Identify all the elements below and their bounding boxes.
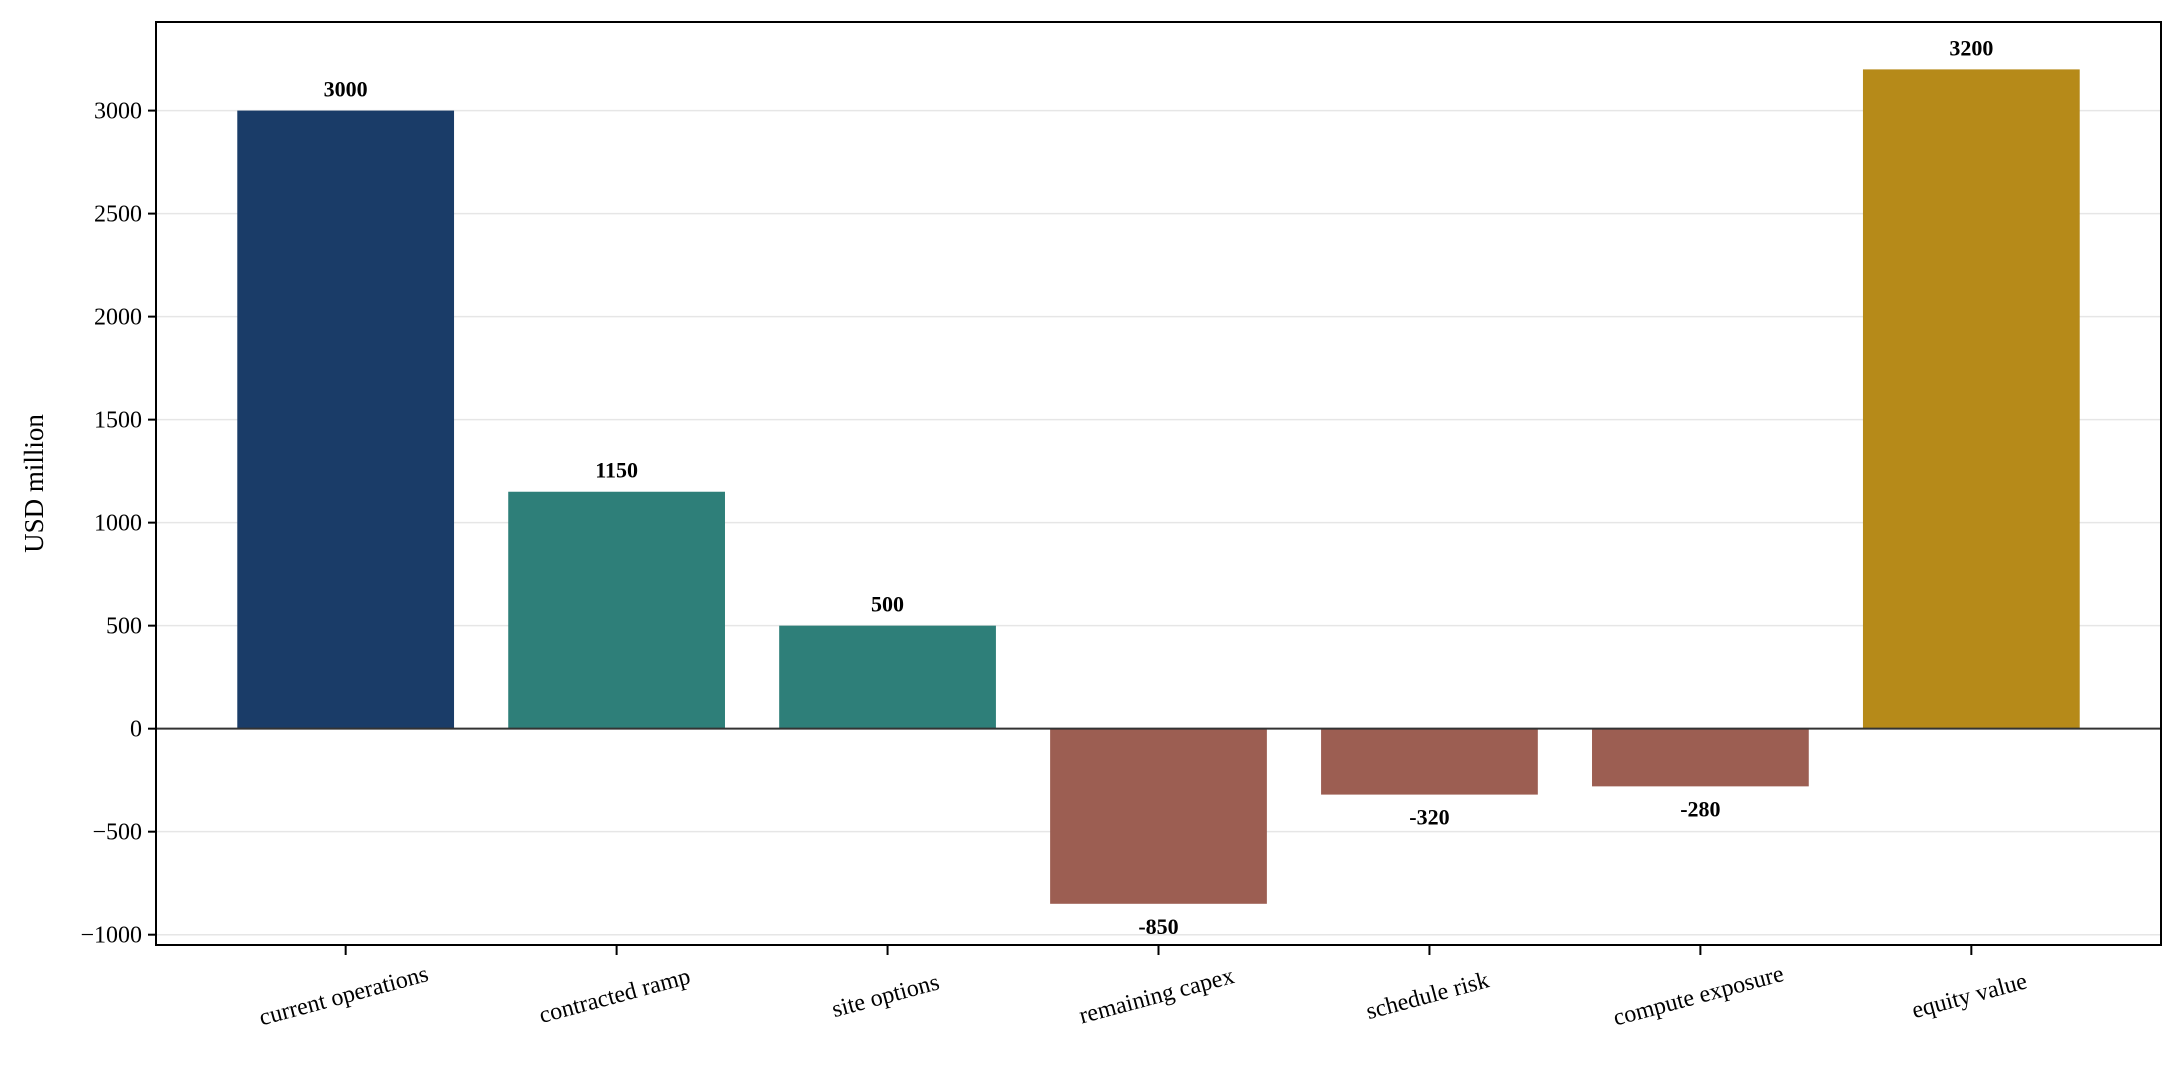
y-axis-title: USD million [19,414,49,553]
bar-equity-value [1862,69,2080,729]
data-labels: 3000 1150 500 -850 -320 -280 3200 [324,35,1994,938]
data-label: 3000 [324,77,368,102]
y-tick-label: 500 [106,614,142,640]
y-tick-label: 3000 [94,99,142,125]
data-label: 1150 [595,458,638,483]
data-label: 3200 [1949,35,1993,60]
bar-remaining-capex [1050,728,1267,904]
data-label: -320 [1409,805,1449,830]
y-tick-label: 1000 [94,511,142,537]
y-tick-label: −1000 [80,923,142,949]
bar-contracted-ramp [508,491,725,729]
x-tick-label: remaining capex [1076,963,1237,1029]
y-axis-ticks: −1000 −500 0 500 1000 1500 2000 2500 3000 [80,99,156,949]
data-label: 500 [871,592,904,617]
y-tick-label: 1500 [94,408,142,434]
y-tick-label: 2000 [94,305,142,331]
x-tick-label: site options [829,969,942,1023]
bar-site-options [779,625,996,729]
x-tick-label: current operations [256,961,431,1031]
y-tick-label: −500 [92,820,142,846]
x-tick-label: compute exposure [1611,961,1787,1031]
y-tick-label: 2500 [94,202,142,228]
bar-compute-exposure [1592,728,1809,787]
x-tick-label: equity value [1909,968,2030,1024]
bar-current-operations [237,110,455,729]
bars [237,69,2080,904]
data-label: -850 [1138,914,1178,939]
bar-schedule-risk [1321,728,1538,795]
x-tick-label: schedule risk [1363,967,1491,1025]
data-label: -280 [1680,796,1720,821]
y-tick-label: 0 [130,717,142,743]
x-axis-ticks: current operations contracted ramp site op… [256,945,2030,1031]
x-tick-label: contracted ramp [536,964,693,1029]
